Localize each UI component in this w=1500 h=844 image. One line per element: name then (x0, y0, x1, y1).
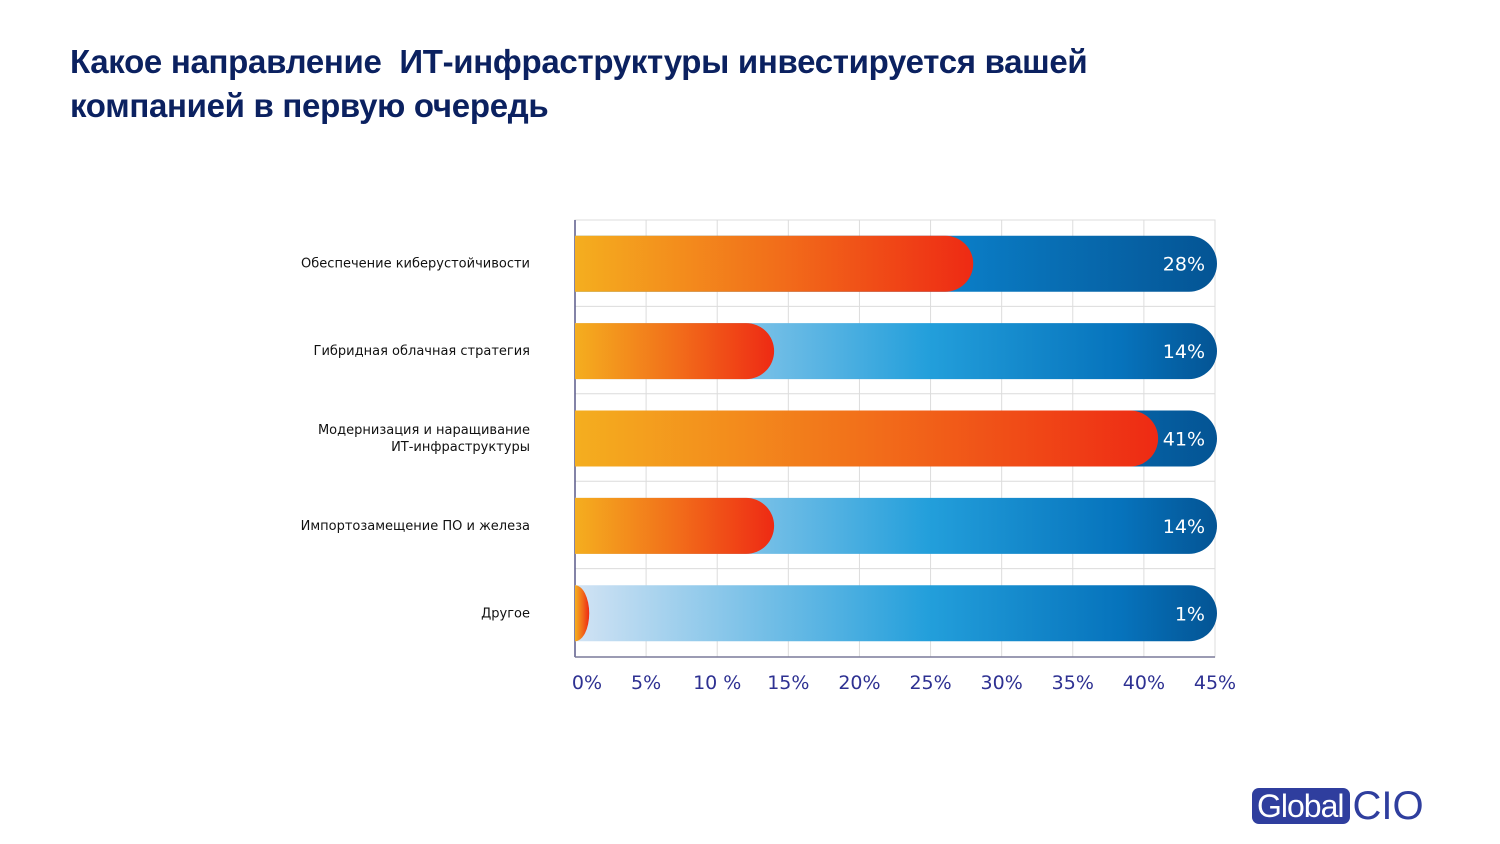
value-label: 14% (1163, 341, 1205, 363)
title-line-1: Какое направление ИТ-инфраструктуры инве… (70, 43, 1088, 80)
globalcio-logo: Global CIO (1252, 784, 1424, 828)
bar-value (575, 497, 775, 554)
category-label: Другое (481, 606, 530, 621)
x-tick-label: 10 % (693, 672, 741, 694)
x-tick-label: 0% (572, 672, 602, 694)
x-axis-ticks: 0% 5% 10 % 15% 20% 25% 30% 35% 40% 45% (572, 672, 1236, 694)
category-label: ИТ-инфраструктуры (391, 440, 530, 455)
bar-value (575, 235, 974, 292)
logo-cio: CIO (1352, 784, 1424, 828)
category-label: Модернизация и наращивание (318, 423, 530, 438)
value-label: 1% (1175, 603, 1205, 625)
category-labels: Обеспечение киберустойчивости Гибридная о… (301, 257, 530, 622)
value-label: 14% (1163, 516, 1205, 538)
bar-value (575, 585, 590, 642)
bar-value (575, 410, 1159, 467)
x-tick-label: 35% (1052, 672, 1094, 694)
category-label: Обеспечение киберустойчивости (301, 257, 530, 272)
x-tick-label: 25% (909, 672, 951, 694)
value-label: 28% (1163, 254, 1205, 276)
value-label: 41% (1163, 429, 1205, 451)
x-tick-label: 45% (1194, 672, 1236, 694)
x-tick-label: 20% (838, 672, 880, 694)
bar-value (575, 323, 775, 380)
title-line-2: компанией в первую очередь (70, 87, 549, 124)
category-label: Импортозамещение ПО и железа (301, 519, 530, 534)
bars-group: 28% 14% 41% 14% 1% (575, 235, 1217, 642)
slide-title: Какое направление ИТ-инфраструктуры инве… (70, 40, 1320, 128)
logo-global: Global (1252, 788, 1350, 824)
x-tick-label: 15% (767, 672, 809, 694)
category-label: Гибридная облачная стратегия (314, 344, 530, 359)
x-tick-label: 40% (1123, 672, 1165, 694)
bar-track (575, 585, 1217, 642)
x-tick-label: 5% (631, 672, 661, 694)
x-tick-label: 30% (981, 672, 1023, 694)
